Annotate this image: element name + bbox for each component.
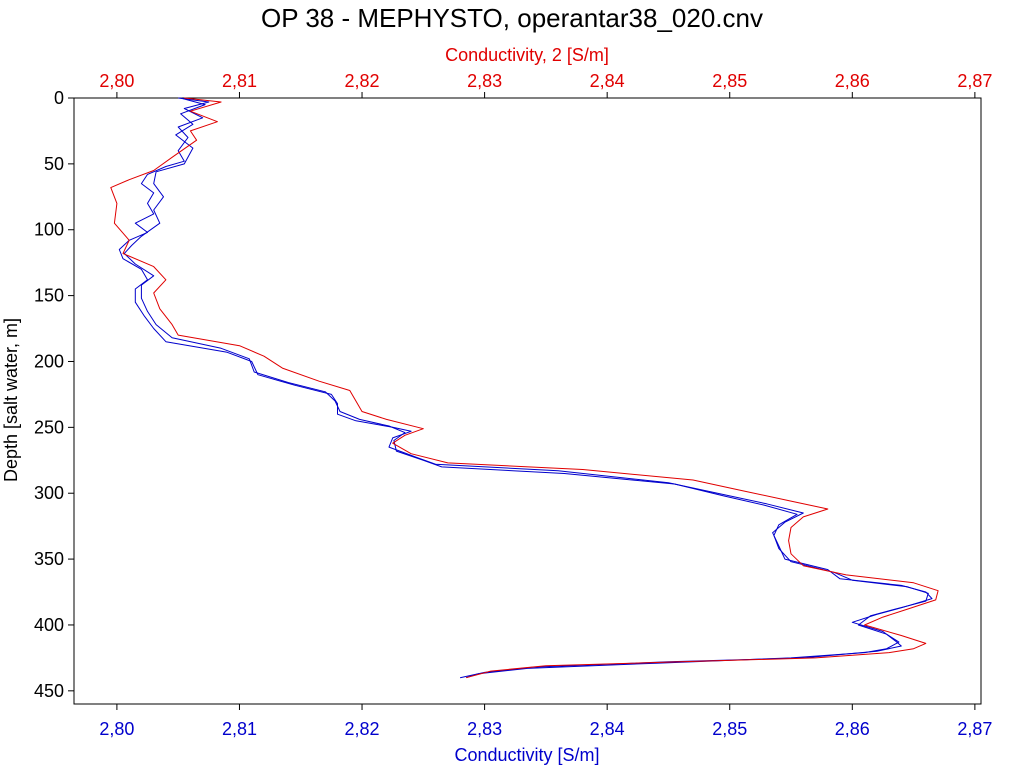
tick-layer: 0 50 100 150 200 250 300 350 400 450 2,80 2,81 2,82 2…: [34, 71, 992, 739]
y-tick-label: 150: [34, 286, 64, 306]
y-axis-title: Depth [salt water, m]: [1, 318, 21, 482]
y-tick-label: 200: [34, 351, 64, 371]
bottom-tick-label: 2,82: [345, 719, 380, 739]
y-tick-label: 50: [44, 154, 64, 174]
series-line-3: [110, 97, 939, 679]
y-tick-label: 100: [34, 220, 64, 240]
top-tick-label: 2,80: [99, 71, 134, 91]
y-tick-label: 350: [34, 549, 64, 569]
bottom-tick-label: 2,86: [835, 719, 870, 739]
top-tick-label: 2,83: [467, 71, 502, 91]
bottom-tick-label: 2,84: [590, 719, 625, 739]
top-tick-label: 2,86: [835, 71, 870, 91]
y-tick-label: 250: [34, 417, 64, 437]
top-tick-label: 2,82: [345, 71, 380, 91]
top-axis-title: Conductivity, 2 [S/m]: [445, 45, 609, 65]
plot-frame: [73, 97, 982, 705]
series-line-2: [123, 97, 929, 679]
top-tick-label: 2,87: [957, 71, 992, 91]
bottom-tick-label: 2,81: [222, 719, 257, 739]
bottom-tick-label: 2,80: [99, 719, 134, 739]
top-tick-label: 2,81: [222, 71, 257, 91]
top-tick-label: 2,84: [590, 71, 625, 91]
top-tick-label: 2,85: [712, 71, 747, 91]
y-tick-label: 450: [34, 681, 64, 701]
bottom-tick-label: 2,87: [957, 719, 992, 739]
series-layer: [110, 97, 939, 679]
bottom-tick-label: 2,85: [712, 719, 747, 739]
bottom-tick-label: 2,83: [467, 719, 502, 739]
y-tick-label: 300: [34, 483, 64, 503]
bottom-axis-title: Conductivity [S/m]: [454, 745, 599, 765]
series-line-1: [118, 97, 933, 679]
y-tick-label: 400: [34, 615, 64, 635]
chart-title: OP 38 - MEPHYSTO, operantar38_020.cnv: [261, 3, 763, 33]
y-tick-label: 0: [54, 88, 64, 108]
